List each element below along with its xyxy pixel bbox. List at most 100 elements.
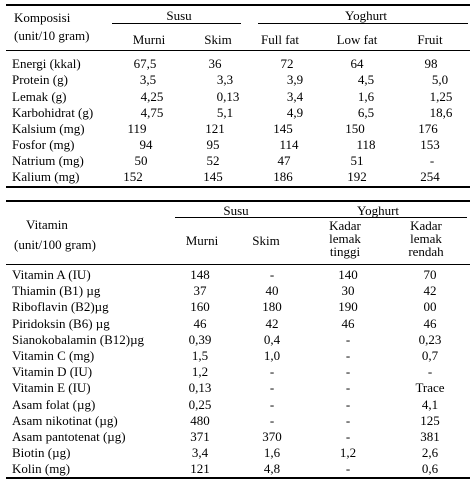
cell-fruit: 5,0 xyxy=(431,72,449,87)
cell-kadar-lemak-tinggi: - xyxy=(345,461,351,477)
row-label: Biotin (µg) xyxy=(12,445,71,461)
col-header-murni: Murni xyxy=(132,32,166,47)
cell-skim: 4,8 xyxy=(263,461,281,477)
cell-kadar-lemak-rendah: 0,6 xyxy=(421,461,439,477)
cell-skim: 42 xyxy=(265,315,279,331)
table-top-rule xyxy=(6,200,470,202)
table-bottom-rule xyxy=(6,186,470,188)
cell-murni: 4,75 xyxy=(140,105,164,120)
cell-fruit: 18,6 xyxy=(429,105,453,120)
row-label: Kolin (mg) xyxy=(12,461,71,477)
cell-skim: - xyxy=(269,396,275,412)
cell-fruit: 98 xyxy=(424,56,438,71)
cell-skim: 145 xyxy=(203,169,223,184)
cell-kadar-lemak-tinggi: 46 xyxy=(341,315,355,331)
cell-skim: - xyxy=(269,412,275,428)
cell-murni: 152 xyxy=(123,169,143,184)
susu-group-rule xyxy=(112,23,241,24)
cell-kadar-lemak-rendah: 42 xyxy=(423,283,437,299)
col-header-murni: Murni xyxy=(185,233,219,248)
row-label: Protein (g) xyxy=(12,72,68,87)
cell-kadar-lemak-tinggi: - xyxy=(345,396,351,412)
row-label: Natrium (mg) xyxy=(12,153,84,168)
cell-kadar-lemak-rendah: 0,23 xyxy=(418,331,442,347)
corner-header-line1: Komposisi xyxy=(14,10,71,25)
row-label: Asam folat (µg) xyxy=(12,396,96,412)
cell-skim: 121 xyxy=(205,121,225,136)
cell-murni: 50 xyxy=(134,153,148,168)
cell-kadar-lemak-rendah: 2,6 xyxy=(421,445,439,461)
cell-fruit: - xyxy=(429,153,435,168)
row-label: Riboflavin (B2)µg xyxy=(12,299,109,315)
cell-kadar-lemak-rendah: - xyxy=(427,364,433,380)
row-label: Lemak (g) xyxy=(12,89,67,104)
cell-murni: 371 xyxy=(190,429,210,444)
cell-skim: 40 xyxy=(265,283,279,299)
cell-low-fat: 118 xyxy=(356,137,376,152)
cell-low-fat: 64 xyxy=(350,56,364,71)
cell-full-fat: 3,9 xyxy=(286,72,304,87)
cell-skim: - xyxy=(269,364,275,380)
group-rule xyxy=(175,217,467,218)
col-header-skim: Skim xyxy=(252,233,280,248)
cell-skim: - xyxy=(269,380,275,396)
cell-skim: 1,6 xyxy=(263,445,281,461)
row-label: Sianokobalamin (B12)µg xyxy=(12,331,145,347)
cell-fruit: 153 xyxy=(420,137,440,152)
cell-kadar-lemak-tinggi: 30 xyxy=(341,283,355,299)
cell-kadar-lemak-rendah: Trace xyxy=(415,380,445,396)
col-header-kadar-lemak-tinggi: Kadar lemak tinggi xyxy=(329,218,361,259)
cell-kadar-lemak-tinggi: - xyxy=(345,348,351,363)
yoghurt-group-rule xyxy=(258,23,468,24)
cell-skim: 1,0 xyxy=(263,348,281,363)
cell-full-fat: 114 xyxy=(279,137,299,152)
cell-skim: 5,1 xyxy=(216,105,234,120)
col-header-kadar-lemak-rendah: Kadar lemak rendah xyxy=(408,218,444,259)
cell-kadar-lemak-rendah: 4,1 xyxy=(421,396,439,412)
group-header-susu: Susu xyxy=(166,8,192,23)
cell-low-fat: 192 xyxy=(347,169,367,184)
cell-kadar-lemak-tinggi: - xyxy=(345,364,351,380)
cell-skim: 0,13 xyxy=(216,89,240,104)
cell-full-fat: 145 xyxy=(273,121,293,136)
cell-murni: 3,4 xyxy=(191,445,209,461)
cell-murni: 46 xyxy=(193,315,207,331)
cell-skim: 370 xyxy=(262,429,282,444)
row-label: Karbohidrat (g) xyxy=(12,105,94,120)
col-header-skim: Skim xyxy=(204,32,232,47)
header-bottom-rule xyxy=(6,50,470,51)
cell-kadar-lemak-rendah: 00 xyxy=(423,299,437,315)
cell-full-fat: 3,4 xyxy=(286,89,304,104)
cell-kadar-lemak-tinggi: - xyxy=(345,429,351,444)
cell-murni: 1,2 xyxy=(191,364,209,380)
cell-kadar-lemak-tinggi: 1,2 xyxy=(339,445,357,461)
cell-kadar-lemak-tinggi: - xyxy=(345,412,351,428)
cell-murni: 0,25 xyxy=(188,396,212,412)
cell-low-fat: 51 xyxy=(350,153,364,168)
cell-murni: 0,13 xyxy=(188,380,212,396)
cell-skim: 3,3 xyxy=(216,72,234,87)
table-top-rule xyxy=(6,4,470,6)
cell-kadar-lemak-rendah: 125 xyxy=(420,412,440,428)
cell-skim: - xyxy=(269,267,275,282)
cell-low-fat: 1,6 xyxy=(357,89,375,104)
row-label: Vitamin D (IU) xyxy=(12,364,93,380)
col-header-fruit: Fruit xyxy=(417,32,443,47)
cell-murni: 119 xyxy=(127,121,147,136)
cell-low-fat: 150 xyxy=(345,121,365,136)
row-label: Thiamin (B1) µg xyxy=(12,283,101,299)
cell-fruit: 254 xyxy=(420,169,440,184)
cell-fruit: 176 xyxy=(418,121,438,136)
cell-murni: 94 xyxy=(139,137,153,152)
cell-skim: 0,4 xyxy=(263,331,281,347)
row-label: Asam nikotinat (µg) xyxy=(12,412,118,428)
corner-header-line2: (unit/100 gram) xyxy=(14,237,96,252)
row-label: Asam pantotenat (µg) xyxy=(12,429,126,444)
col-header-low-fat: Low fat xyxy=(336,32,378,47)
header-bottom-rule xyxy=(6,264,470,265)
row-label: Vitamin C (mg) xyxy=(12,348,95,363)
cell-kadar-lemak-rendah: 46 xyxy=(423,315,437,331)
group-header-yoghurt: Yoghurt xyxy=(344,8,388,23)
table-bottom-rule xyxy=(6,477,470,479)
cell-murni: 67,5 xyxy=(133,56,157,71)
